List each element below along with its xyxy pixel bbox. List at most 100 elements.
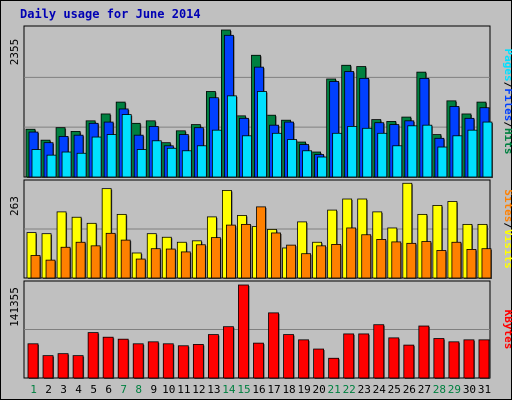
bar-kbytes-17: [268, 312, 279, 379]
bar-sites-3: [60, 246, 71, 279]
bar-sites-11: [180, 251, 191, 279]
legend-1: Pages/Files/Hits: [502, 49, 512, 155]
legend-separator: /: [502, 82, 512, 89]
bar-kbytes-14: [223, 326, 234, 379]
bar-kbytes-16: [253, 342, 264, 379]
legend-visits: Visits: [502, 229, 512, 269]
x-tick-label-19: 19: [297, 383, 310, 396]
x-tick-label-23: 23: [358, 383, 371, 396]
bar-pages-9: [151, 140, 162, 178]
bar-kbytes-24: [373, 324, 385, 379]
bar-pages-12: [196, 145, 207, 178]
bar-pages-11: [181, 150, 192, 178]
bar-pages-14: [227, 95, 237, 178]
x-tick-label-3: 3: [60, 383, 67, 396]
bar-sites-28: [436, 250, 447, 279]
legend-separator: /: [502, 121, 512, 128]
bar-kbytes-6: [102, 336, 114, 379]
legend-hits: Hits: [502, 128, 512, 155]
bar-pages-24: [377, 132, 388, 178]
bar-pages-21: [332, 132, 343, 178]
bar-sites-8: [135, 258, 146, 279]
legend-3: KBytes: [502, 310, 512, 350]
x-tick-label-21: 21: [328, 383, 341, 396]
bar-sites-14: [226, 224, 236, 279]
bar-kbytes-15: [238, 284, 249, 379]
bar-sites-5: [90, 245, 101, 279]
bar-kbytes-28: [433, 338, 445, 379]
bar-kbytes-2: [42, 355, 54, 379]
bar-pages-3: [61, 151, 72, 178]
bar-kbytes-5: [87, 332, 99, 379]
bar-sites-9: [150, 248, 161, 279]
bar-sites-10: [165, 248, 176, 279]
bar-kbytes-19: [298, 339, 309, 379]
bar-sites-31: [481, 248, 492, 279]
x-tick-label-1: 1: [30, 383, 37, 396]
bar-pages-22: [347, 126, 358, 178]
bar-pages-28: [437, 146, 448, 178]
legend-kbytes: KBytes: [502, 310, 512, 350]
bar-sites-23: [361, 234, 372, 279]
bar-pages-10: [166, 147, 177, 178]
bar-pages-8: [136, 149, 147, 178]
bar-pages-17: [272, 132, 282, 178]
x-tick-label-31: 31: [478, 383, 491, 396]
bar-sites-16: [256, 206, 266, 279]
bar-sites-24: [376, 238, 387, 279]
bar-pages-18: [287, 139, 297, 178]
x-tick-label-14: 14: [222, 383, 236, 396]
y-max-label-3: 141355: [8, 287, 21, 327]
bar-pages-13: [211, 129, 222, 178]
bar-kbytes-20: [313, 348, 325, 379]
x-tick-label-6: 6: [105, 383, 112, 396]
x-tick-label-8: 8: [135, 383, 142, 396]
bar-sites-4: [75, 241, 86, 279]
x-tick-label-17: 17: [267, 383, 280, 396]
bar-sites-18: [286, 244, 296, 279]
bar-pages-23: [362, 127, 373, 178]
bar-kbytes-11: [177, 345, 189, 379]
bar-pages-29: [452, 135, 463, 178]
x-tick-label-15: 15: [237, 383, 250, 396]
legend-2: Sites/Visits: [502, 189, 512, 269]
bar-kbytes-7: [117, 338, 129, 379]
bar-kbytes-4: [72, 355, 84, 379]
x-tick-label-18: 18: [282, 383, 295, 396]
x-tick-label-20: 20: [313, 383, 326, 396]
bar-sites-6: [105, 232, 116, 279]
bar-sites-12: [195, 244, 206, 279]
y-max-label-1: 2355: [8, 39, 21, 66]
x-tick-label-4: 4: [75, 383, 82, 396]
legend-sites: Sites: [502, 189, 512, 222]
bar-pages-4: [76, 152, 87, 178]
x-tick-label-10: 10: [162, 383, 175, 396]
bar-pages-26: [407, 125, 418, 178]
bar-pages-27: [422, 124, 433, 178]
bar-kbytes-22: [343, 333, 355, 379]
bar-sites-30: [466, 249, 477, 279]
bar-pages-16: [257, 91, 267, 178]
bar-kbytes-10: [162, 343, 174, 379]
bar-kbytes-23: [358, 333, 370, 379]
legend-separator: /: [502, 222, 512, 229]
bar-sites-7: [120, 239, 131, 279]
bar-kbytes-1: [27, 343, 39, 379]
bar-kbytes-3: [57, 353, 69, 379]
bar-sites-20: [316, 245, 327, 279]
bar-kbytes-9: [147, 341, 159, 379]
x-tick-label-30: 30: [463, 383, 476, 396]
x-tick-label-24: 24: [373, 383, 387, 396]
bar-pages-7: [121, 114, 132, 178]
bar-sites-29: [451, 241, 462, 279]
bar-pages-20: [317, 156, 328, 178]
bar-kbytes-31: [478, 339, 490, 379]
bar-pages-19: [302, 150, 312, 178]
legend-files: Files: [502, 88, 512, 121]
bar-kbytes-26: [403, 344, 415, 379]
bar-sites-27: [421, 241, 432, 279]
bar-kbytes-13: [207, 334, 219, 379]
x-tick-label-25: 25: [388, 383, 401, 396]
bar-pages-6: [106, 134, 117, 178]
